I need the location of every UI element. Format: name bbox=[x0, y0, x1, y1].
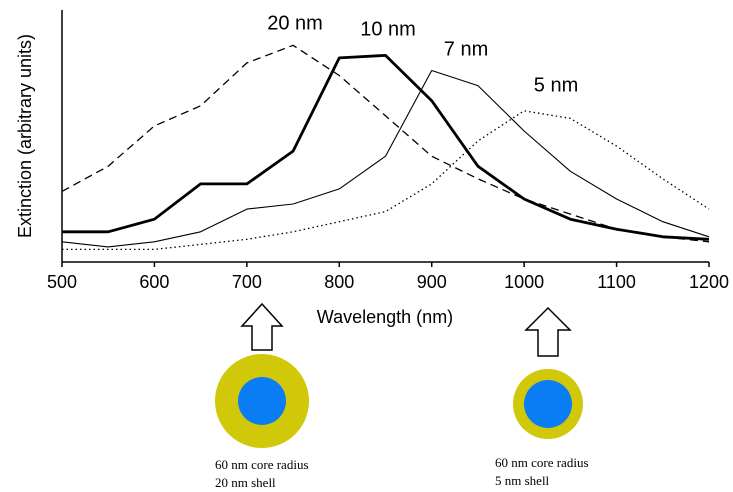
caption: 60 nm core radius bbox=[215, 457, 309, 472]
x-tick-label: 900 bbox=[417, 272, 447, 292]
caption: 5 nm shell bbox=[495, 473, 550, 488]
particle-core bbox=[238, 377, 286, 425]
series-label: 20 nm bbox=[267, 12, 323, 34]
series-label: 10 nm bbox=[360, 18, 416, 40]
particle-core bbox=[524, 380, 572, 428]
y-axis-label: Extinction (arbitrary units) bbox=[15, 34, 35, 238]
arrow bbox=[240, 302, 284, 351]
series-line bbox=[61, 44, 710, 243]
x-tick-label: 700 bbox=[232, 272, 262, 292]
x-tick-label: 1100 bbox=[597, 272, 636, 292]
x-tick-label: 800 bbox=[324, 272, 354, 292]
series-label: 5 nm bbox=[534, 74, 578, 96]
series-line bbox=[61, 69, 710, 248]
x-tick-label: 1200 bbox=[689, 272, 729, 292]
caption: 60 nm core radius bbox=[495, 455, 589, 470]
x-tick-label: 1000 bbox=[504, 272, 544, 292]
series-label: 7 nm bbox=[444, 38, 488, 60]
x-axis-label: Wavelength (nm) bbox=[317, 307, 453, 327]
arrow bbox=[524, 306, 572, 357]
x-tick-label: 600 bbox=[139, 272, 169, 292]
series-line bbox=[62, 54, 710, 241]
caption: 20 nm shell bbox=[215, 475, 276, 490]
x-tick-label: 500 bbox=[47, 272, 77, 292]
series-line bbox=[62, 110, 710, 251]
